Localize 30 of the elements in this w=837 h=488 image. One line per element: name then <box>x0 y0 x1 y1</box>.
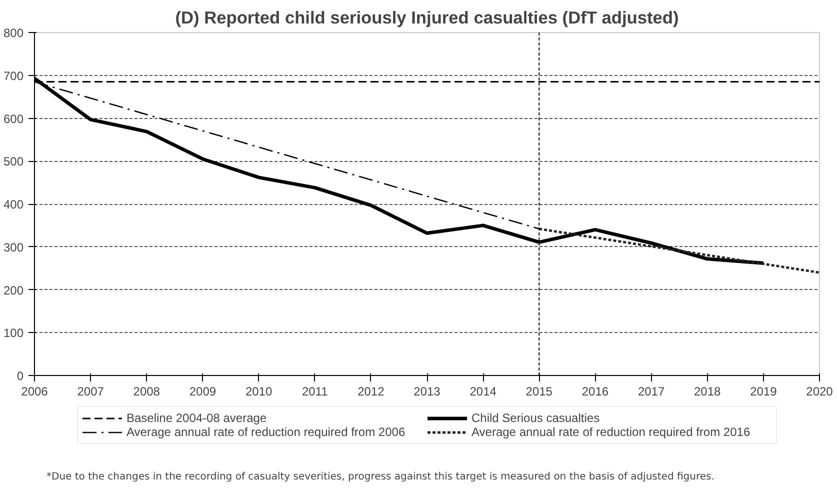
y-tick-label: 100 <box>3 326 24 340</box>
y-tick-label: 700 <box>3 68 24 83</box>
x-tick-label: 2011 <box>302 384 328 398</box>
y-tick-label: 400 <box>3 198 24 212</box>
y-tick-label: 500 <box>3 154 24 169</box>
x-tick-label: 2008 <box>133 384 160 398</box>
x-tick-label: 2012 <box>358 384 385 398</box>
x-tick-label: 2016 <box>582 384 609 398</box>
x-tick-label: 2017 <box>638 384 665 398</box>
x-tick-label: 2007 <box>77 384 104 398</box>
x-tick-label: 2013 <box>414 384 441 398</box>
chart-title: (D) Reported child seriously Injured casualties (DfT adjusted) <box>175 8 679 28</box>
x-tick-label: 2020 <box>806 384 834 398</box>
x-tick-label: 2018 <box>694 384 722 398</box>
x-tick-label: 2010 <box>245 384 272 398</box>
legend-label: Average annual rate of reduction required from 2016 <box>472 425 752 439</box>
y-tick-label: 600 <box>3 112 24 126</box>
text: *Due to the changes in the recording of casualty severities, progress against this target is measured on the basis of adjusted figures. <box>46 472 714 482</box>
legend-label: Average annual rate of reduction required from 2006 <box>126 425 406 439</box>
x-tick-label: 2019 <box>750 384 778 398</box>
y-tick-label: 800 <box>3 26 24 40</box>
x-tick-label: 2014 <box>470 384 497 398</box>
y-tick-label: 200 <box>3 283 24 298</box>
x-tick-label: 2006 <box>21 384 48 398</box>
x-tick-label: 2015 <box>526 384 553 398</box>
y-tick-label: 300 <box>3 240 24 254</box>
y-tick-label: 0 <box>16 369 24 383</box>
legend-label: Baseline 2004-08 average <box>126 411 268 425</box>
x-tick-label: 2009 <box>189 384 216 398</box>
legend-label: Child Serious casualties <box>472 411 601 425</box>
